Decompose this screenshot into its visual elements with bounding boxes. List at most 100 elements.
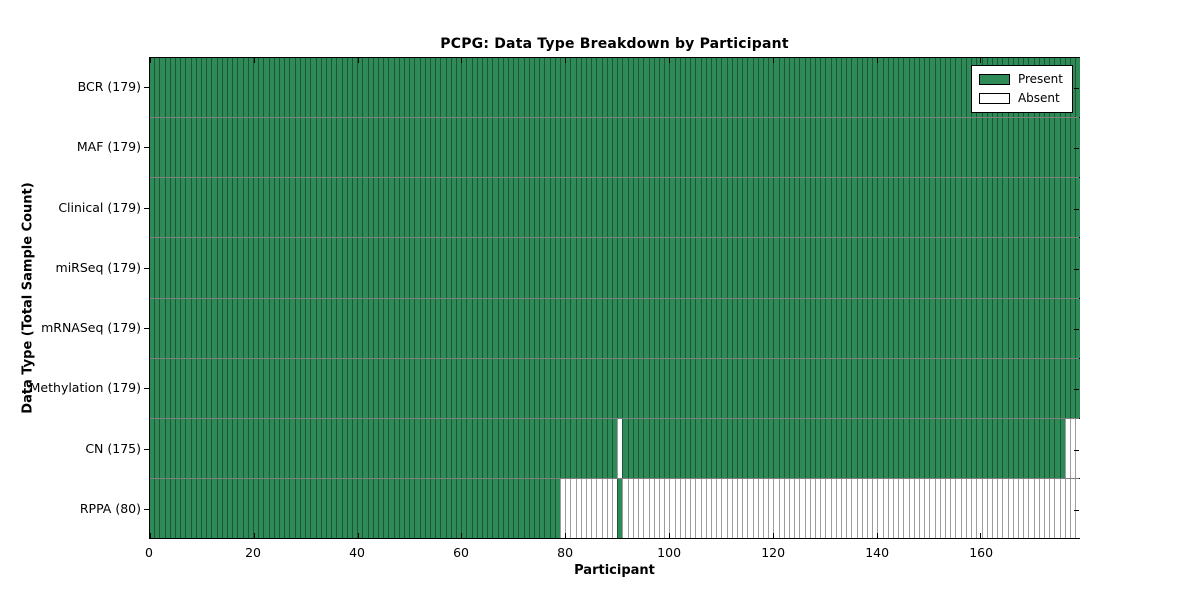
cell [679,298,685,358]
cell [939,478,946,538]
cell [185,298,191,358]
cell [560,478,566,538]
cell [315,298,321,358]
cell [731,298,737,358]
cell [783,358,789,418]
cell [1049,178,1055,238]
cell [471,298,477,358]
cell [424,238,430,298]
cell [997,478,1003,538]
cell [752,238,758,298]
cell [913,118,920,178]
cell [1017,358,1024,418]
cell [898,358,904,418]
cell [825,118,831,178]
cell [669,358,675,418]
cell [908,118,914,178]
cell [523,238,529,298]
cell [971,418,977,478]
cell [185,118,191,178]
cell [357,478,363,538]
cell [221,418,228,478]
cell [201,178,207,238]
y-tick [1074,329,1079,331]
cell [882,238,888,298]
cell [913,418,920,478]
cell [768,118,774,178]
cell [560,418,566,478]
cell [898,178,904,238]
cell [762,298,769,358]
cell [653,298,659,358]
cell [856,178,862,238]
cell [700,478,706,538]
cell [549,178,555,238]
y-tick [1074,88,1079,90]
cell [325,118,332,178]
cell [414,418,420,478]
legend-label: Present [1017,72,1063,86]
cell [435,358,441,418]
cell [908,58,914,118]
cell [320,118,326,178]
cell [991,118,998,178]
cell [674,418,680,478]
cell [971,118,977,178]
cell [981,418,987,478]
cell [190,58,196,118]
cell [908,178,914,238]
legend-swatch-present [978,74,1010,85]
cell [455,118,462,178]
cell [726,298,732,358]
cell [346,298,352,358]
cell [549,418,555,478]
cell [393,58,399,118]
cell [716,118,722,178]
cell [159,238,165,298]
x-tick-label: 80 [557,545,574,560]
y-tick [1074,148,1079,150]
cell [1007,298,1013,358]
cell [242,358,248,418]
cell [752,418,758,478]
cell [518,238,524,298]
cell [1012,478,1018,538]
cell [903,418,909,478]
cell [435,178,441,238]
cell [471,118,477,178]
cell [695,478,701,538]
cell [1017,298,1024,358]
cell [913,478,920,538]
cell [835,118,842,178]
cell [695,358,701,418]
cell [830,178,836,238]
cell [273,418,280,478]
cell [180,418,186,478]
cell [227,118,233,178]
cell [299,178,306,238]
cell [575,118,581,178]
cell [232,58,238,118]
cell [544,478,550,538]
cell [658,358,665,418]
cell [721,58,727,118]
cell [487,178,493,238]
cell [513,298,519,358]
cell [705,118,711,178]
cell [820,358,826,418]
cell [195,238,202,298]
cell [440,58,446,118]
cell [783,58,789,118]
cell [523,58,529,118]
cell [247,418,254,478]
cell [367,478,373,538]
cell [570,178,576,238]
cell [476,358,482,418]
cell [211,118,217,178]
cell [632,118,639,178]
cell [284,298,290,358]
cell [377,58,384,118]
cell [1007,238,1013,298]
cell [429,358,436,418]
